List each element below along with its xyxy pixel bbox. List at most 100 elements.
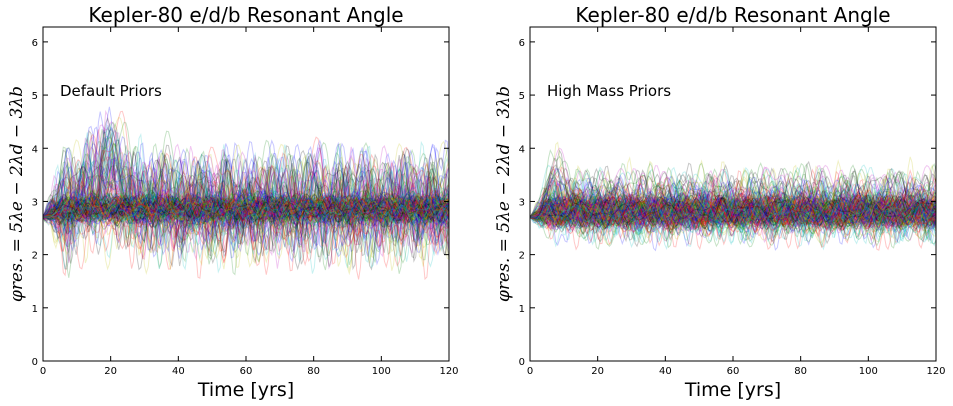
series-line: [42, 195, 450, 230]
series-line: [42, 170, 450, 236]
series-line: [42, 198, 450, 219]
series-line: [529, 201, 936, 222]
series-line: [529, 177, 937, 236]
series-line: [42, 136, 450, 246]
x-axis-label: Time [yrs]: [197, 379, 294, 401]
axis-ticks: 0 20 40 60 80 100 120 0 1 2 3 4 5 6: [519, 27, 946, 377]
series-line: [42, 193, 450, 225]
series-line: [530, 206, 937, 225]
series-line: [529, 197, 937, 226]
series-line: [529, 190, 937, 227]
series-line: [42, 197, 450, 226]
series-line: [42, 192, 450, 225]
series-line: [529, 198, 937, 222]
series-line: [529, 199, 937, 229]
series-line: [529, 197, 937, 236]
series-line: [42, 142, 450, 258]
series-line: [42, 198, 450, 220]
series-line: [42, 200, 450, 226]
x-tick-label: 120: [439, 366, 458, 377]
series-line: [42, 196, 450, 218]
series-line: [42, 146, 450, 247]
series-line: [529, 189, 937, 230]
series-line: [529, 193, 937, 224]
series-line: [42, 202, 450, 219]
annotation-label: Default Priors: [60, 82, 162, 100]
series-line: [42, 191, 450, 222]
annotation-label: High Mass Priors: [547, 82, 671, 100]
series-line: [529, 191, 937, 229]
series-line: [42, 140, 450, 256]
series-line: [42, 196, 450, 229]
series-line: [42, 195, 450, 222]
y-axis-label: φres. = 5λe − 2λd − 3λb: [7, 86, 27, 302]
y-tick-label: 1: [32, 304, 38, 315]
series-line: [42, 195, 450, 220]
series-line: [529, 192, 937, 227]
series-line: [529, 206, 936, 225]
y-tick-label: 0: [32, 357, 38, 368]
series-line: [529, 200, 937, 222]
series-line: [529, 194, 937, 225]
series-line: [42, 117, 450, 245]
series-line: [529, 183, 937, 241]
y-tick-label: 3: [519, 197, 525, 208]
series-line: [529, 158, 937, 218]
series-line: [42, 146, 450, 251]
series-line: [529, 196, 937, 223]
series-line: [42, 199, 450, 223]
series-line: [529, 199, 937, 222]
series-line: [42, 201, 450, 219]
series-line: [529, 198, 937, 229]
series-line: [42, 142, 450, 266]
series-line: [42, 193, 450, 222]
series-line: [529, 174, 937, 225]
series-line: [43, 198, 450, 227]
series-line: [529, 195, 937, 228]
series-line: [42, 193, 450, 230]
series-line: [530, 179, 937, 225]
series-line: [42, 201, 450, 220]
x-tick-label: 40: [659, 366, 672, 377]
series-line: [529, 197, 937, 232]
series-line: [529, 197, 937, 233]
series-line: [42, 157, 450, 264]
series-line: [529, 198, 937, 222]
y-tick-label: 4: [519, 144, 525, 155]
series-line: [42, 123, 450, 245]
series-line: [529, 198, 937, 232]
series-line: [42, 196, 450, 221]
series-line: [42, 192, 450, 229]
series-line: [529, 181, 937, 225]
series-line: [529, 193, 937, 231]
series-line: [529, 203, 937, 227]
series-line: [42, 193, 450, 225]
series-line: [42, 196, 450, 226]
series-line: [529, 187, 937, 239]
x-axis-label: Time [yrs]: [684, 379, 781, 401]
series-line: [529, 194, 937, 226]
series-line: [42, 148, 450, 250]
series-line: [529, 194, 937, 235]
series-line: [42, 188, 450, 222]
series-line: [42, 199, 450, 218]
series-line: [529, 164, 937, 218]
series-line: [42, 135, 450, 244]
series-line: [42, 143, 450, 236]
series-line: [42, 194, 450, 228]
series-line: [529, 196, 937, 237]
series-line: [42, 182, 450, 252]
series-line: [529, 176, 937, 243]
series-line: [42, 203, 450, 221]
series-line: [42, 193, 450, 218]
series-line: [42, 194, 450, 224]
series-line: [529, 149, 937, 226]
series-line: [42, 129, 450, 271]
series-line: [42, 194, 450, 218]
series-line: [529, 195, 937, 236]
series-line: [42, 200, 450, 226]
series-line: [42, 195, 450, 227]
series-line: [42, 200, 450, 218]
y-tick-label: 1: [519, 304, 525, 315]
series-line: [42, 198, 450, 218]
